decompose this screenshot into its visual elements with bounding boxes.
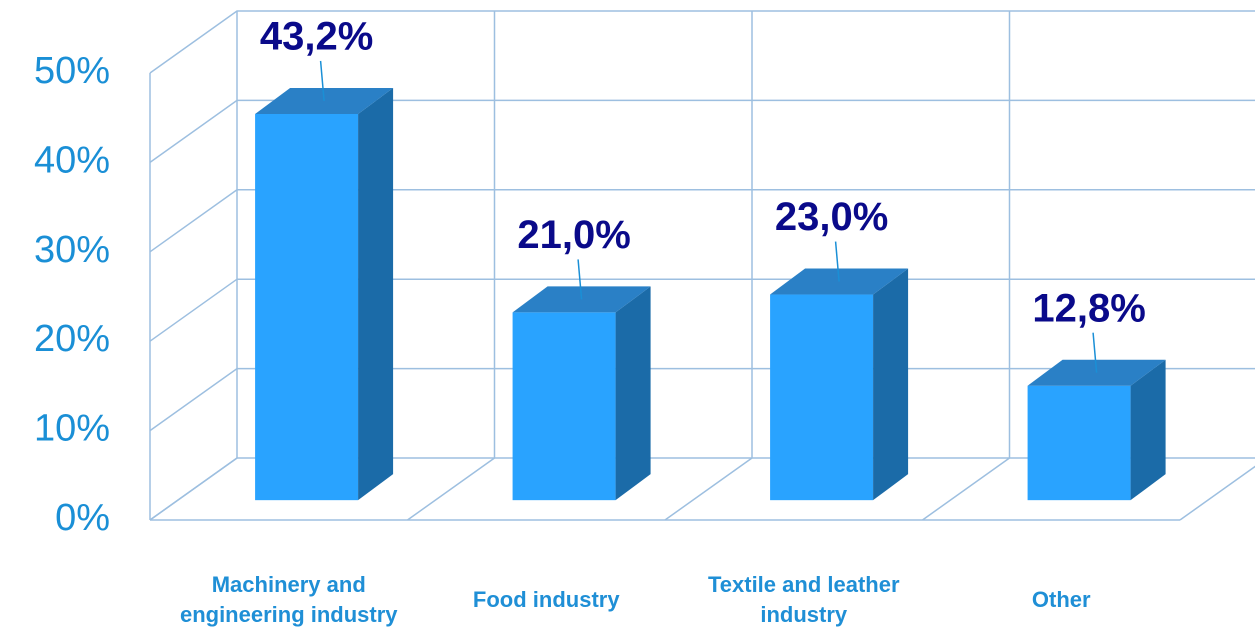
floor-line <box>664 457 753 521</box>
data-label: 23,0% <box>775 195 888 239</box>
data-label: 12,8% <box>1032 286 1145 330</box>
bar-front <box>1027 385 1131 501</box>
data-label: 43,2% <box>260 15 373 59</box>
y-tick-label: 50% <box>34 50 110 92</box>
y-tick-label: 30% <box>34 229 110 271</box>
y-tick-label: 20% <box>34 318 110 360</box>
bar-side <box>615 286 651 501</box>
leader-line <box>1092 332 1098 373</box>
bar-side <box>1130 359 1166 501</box>
floor-line <box>407 457 495 521</box>
bar-front <box>512 312 616 501</box>
x-tick-label: Textile and leather industry <box>707 572 900 627</box>
leader-line <box>577 259 583 300</box>
y-tick-label: 10% <box>34 408 110 450</box>
floor-line <box>922 457 1010 521</box>
x-tick-label: Food industry <box>472 587 620 612</box>
floor-line <box>1179 465 1255 521</box>
data-label: 21,0% <box>517 213 630 257</box>
y-tick-label: 0% <box>55 497 110 539</box>
bar-side <box>358 87 394 501</box>
floor-line <box>149 457 238 521</box>
bar-front <box>770 294 874 501</box>
y-tick-label: 40% <box>34 139 110 181</box>
bar-side <box>873 268 909 501</box>
leader-line <box>319 60 325 102</box>
bar-front <box>255 113 359 501</box>
x-tick-label: Machinery and engineering industry <box>179 572 398 627</box>
x-tick-label: Other <box>1031 587 1091 612</box>
leader-line <box>834 241 840 282</box>
